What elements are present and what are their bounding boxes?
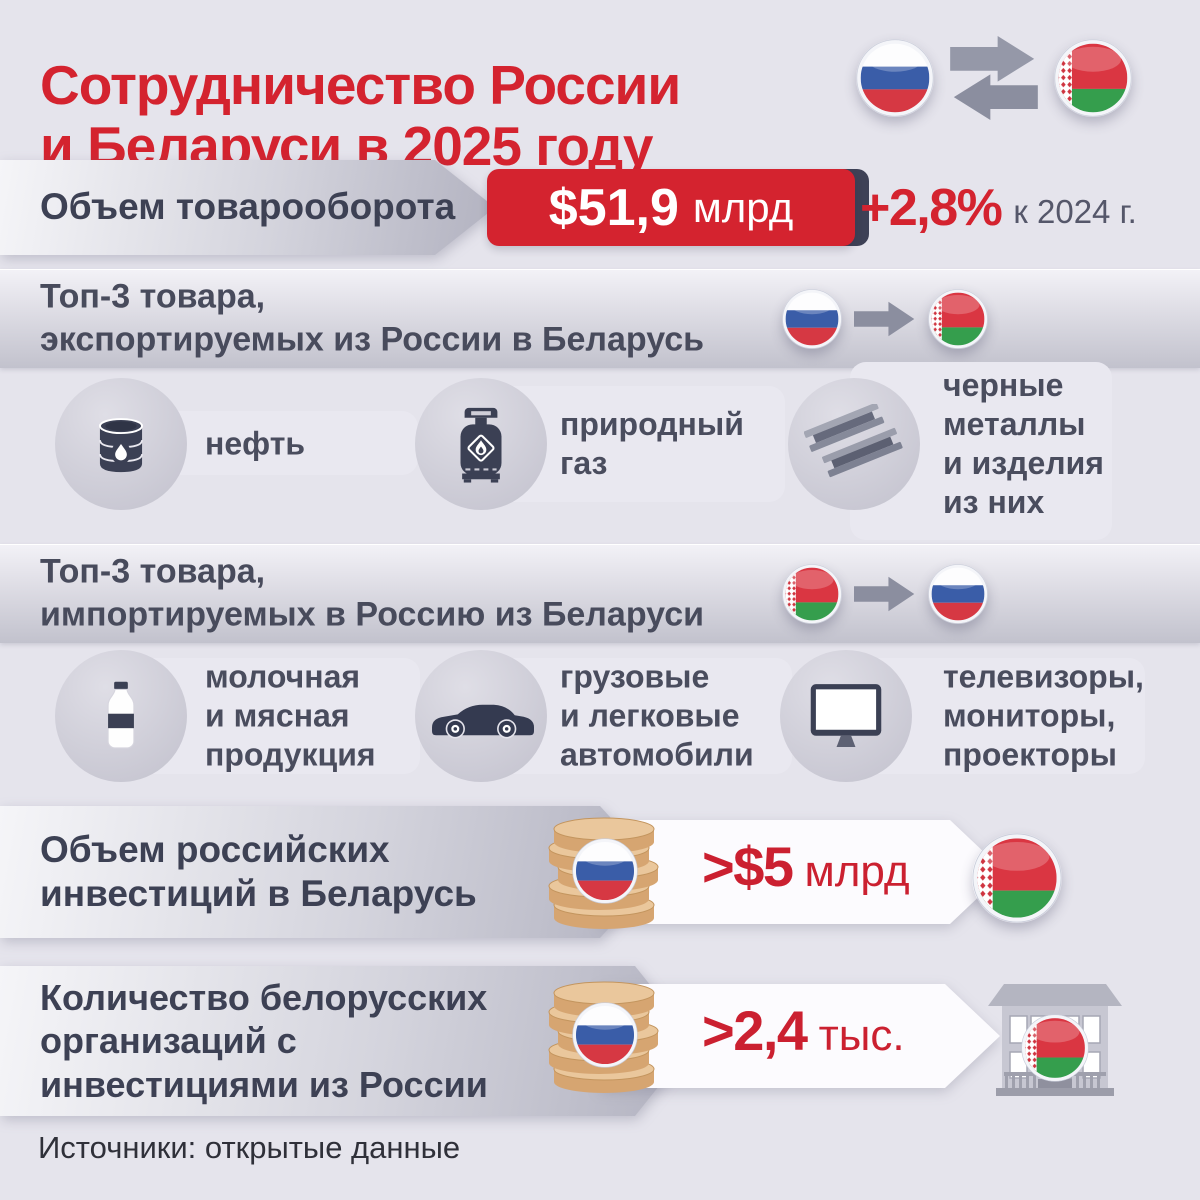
- turnover-unit: млрд: [692, 183, 794, 231]
- steel-beams-icon: [804, 404, 904, 484]
- organizations-value: >2,4: [702, 999, 808, 1062]
- exports-section-banner: Топ-3 товара, экспортируемых из России в…: [0, 269, 1200, 368]
- investments-row: Объем российских инвестиций в Беларусь: [0, 806, 660, 938]
- exchange-arrows-icon: [948, 36, 1040, 120]
- turnover-label-arrow: Объем товарооборота: [0, 160, 495, 255]
- turnover-value: $51,9: [548, 178, 679, 237]
- coins-russia-icon: [538, 966, 674, 1102]
- import-item-dairy: [55, 650, 187, 782]
- investments-unit: млрд: [804, 847, 910, 896]
- import-item-cars: [415, 650, 547, 782]
- investments-label: Объем российских инвестиций в Беларусь: [40, 828, 477, 914]
- imports-items-row: молочная и мясная продукция грузовые и л…: [0, 650, 1200, 800]
- monitor-icon: [803, 678, 889, 754]
- building-belarus-icon: [980, 976, 1130, 1104]
- export-item-gas: [415, 378, 547, 510]
- milk-bottle-icon: [83, 678, 159, 754]
- export-item-label: природный газ: [560, 405, 744, 481]
- exports-section-title: Топ-3 товара, экспортируемых из России в…: [40, 276, 705, 359]
- organizations-value-row: >2,4 тыс.: [702, 998, 905, 1063]
- russia-flag-icon: [856, 39, 934, 117]
- belarus-flag-icon: [1054, 39, 1132, 117]
- organizations-label: Количество белорусских организаций с инв…: [40, 977, 488, 1105]
- organizations-unit: тыс.: [818, 1011, 905, 1060]
- export-item-metals: [788, 378, 920, 510]
- header-flags: [856, 36, 1132, 120]
- export-item-label: нефть: [205, 425, 306, 462]
- organizations-value-arrow-wrap: [600, 984, 1000, 1088]
- investments-value-arrow: [600, 820, 1005, 924]
- russia-flag-icon: [782, 289, 842, 349]
- belarus-flag-icon: [782, 564, 842, 624]
- turnover-compare-note: к 2024 г.: [1013, 193, 1137, 230]
- car-icon: [428, 690, 534, 742]
- import-item-label: телевизоры, мониторы, проекторы: [943, 658, 1144, 773]
- coins-russia-icon: [538, 802, 674, 938]
- russia-flag-icon: [928, 564, 988, 624]
- sources-note: Источники: открытые данные: [38, 1130, 461, 1165]
- import-item-electronics: [780, 650, 912, 782]
- oil-barrel-icon: [82, 405, 160, 483]
- import-item-label: грузовые и легковые автомобили: [560, 658, 754, 773]
- turnover-label: Объем товарооборота: [40, 186, 456, 228]
- investments-value-row: >$5 млрд: [702, 834, 910, 899]
- turnover-change: +2,8%: [860, 179, 1003, 237]
- arrow-right-icon: [854, 298, 916, 340]
- investments-value-arrow-wrap: [600, 820, 1005, 924]
- investments-value: >$5: [702, 835, 794, 898]
- imports-direction-flags: [782, 564, 988, 624]
- belarus-flag-icon: [928, 289, 988, 349]
- gas-cylinder-icon: [440, 403, 522, 485]
- belarus-flag-icon: [972, 833, 1062, 923]
- export-item-oil: [55, 378, 187, 510]
- organizations-value-arrow: [600, 984, 1000, 1088]
- exports-items-row: нефть природный газ черные металлы и изд…: [0, 362, 1200, 540]
- turnover-value-badge: $51,9 млрд: [487, 169, 855, 246]
- imports-section-banner: Топ-3 товара, импортируемых в Россию из …: [0, 544, 1200, 643]
- export-item-label: черные металлы и изделия из них: [943, 366, 1104, 521]
- investments-label-arrow: Объем российских инвестиций в Беларусь: [0, 806, 660, 938]
- exports-direction-flags: [782, 289, 988, 349]
- turnover-change-row: +2,8% к 2024 г.: [860, 170, 1137, 246]
- import-item-label: молочная и мясная продукция: [205, 658, 376, 773]
- arrow-right-icon: [854, 573, 916, 615]
- turnover-row: Объем товарооборота: [0, 160, 495, 255]
- imports-section-title: Топ-3 товара, импортируемых в Россию из …: [40, 551, 705, 634]
